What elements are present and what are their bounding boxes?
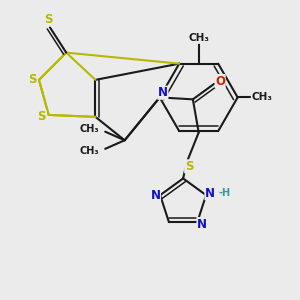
Text: -H: -H [219,188,231,198]
Text: N: N [158,86,168,99]
Text: S: S [185,160,193,173]
Text: N: N [151,189,160,202]
Text: S: S [44,13,52,26]
Text: S: S [28,74,36,86]
Text: CH₃: CH₃ [188,33,209,43]
Text: N: N [205,187,215,200]
Text: CH₃: CH₃ [251,92,272,102]
Text: CH₃: CH₃ [80,146,99,156]
Text: O: O [215,74,225,88]
Text: CH₃: CH₃ [80,124,99,134]
Text: N: N [197,218,207,231]
Text: S: S [38,110,46,123]
